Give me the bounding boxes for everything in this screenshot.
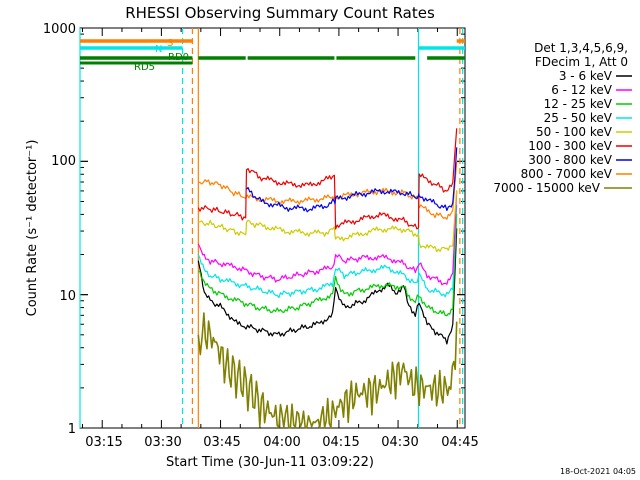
series-layer — [197, 128, 458, 429]
x-tick-label: 04:30 — [381, 435, 418, 450]
chart-title: RHESSI Observing Summary Count Rates — [125, 4, 435, 22]
legend-label: 800 - 7000 keV — [521, 167, 613, 181]
series-line — [198, 190, 458, 253]
flag-label-rd5: RD5 — [134, 62, 155, 73]
legend-header-line2: FDecim 1, Att 0 — [535, 55, 628, 69]
series-line — [246, 147, 458, 213]
x-axis-label: Start Time (30-Jun-11 03:09:22) — [166, 455, 374, 470]
series-line — [197, 191, 458, 286]
series-line — [197, 312, 458, 429]
series-line — [198, 213, 458, 317]
y-axis-label: Count Rate (s⁻¹ detector⁻¹) — [25, 140, 40, 317]
legend-label: 25 - 50 keV — [544, 111, 613, 125]
legend-label: 12 - 25 keV — [544, 97, 613, 111]
legend-header-line1: Det 1,3,4,5,6,9, — [534, 41, 628, 55]
flag-label-saa: S — [167, 38, 173, 49]
flag-bars — [80, 39, 465, 65]
y-tick-label: 10 — [59, 289, 76, 304]
x-tick-label: 04:00 — [263, 435, 300, 450]
series-line — [197, 204, 458, 299]
x-tick-label: 04:45 — [441, 435, 478, 450]
y-tick-label: 100 — [51, 154, 76, 169]
vertical-markers — [79, 28, 464, 428]
y-tick-label: 1 — [68, 422, 76, 437]
legend-label: 3 - 6 keV — [559, 69, 613, 83]
x-tick-label: 03:45 — [203, 435, 240, 450]
x-tick-label: 03:30 — [144, 435, 181, 450]
legend-label: 100 - 300 keV — [528, 139, 612, 153]
axis-ticks — [80, 27, 465, 429]
x-tick-label: 03:15 — [85, 435, 122, 450]
footer-timestamp: 18-Oct-2021 04:05 — [560, 467, 636, 476]
y-tick-label: 1000 — [43, 22, 76, 37]
legend-label: 50 - 100 keV — [536, 125, 613, 139]
legend-label: 7000 - 15000 keV — [493, 181, 600, 195]
x-tick-label: 04:15 — [322, 435, 359, 450]
legend-swatches — [604, 75, 632, 189]
series-line — [197, 228, 458, 345]
legend-label: 300 - 800 keV — [528, 153, 612, 167]
series-line — [197, 128, 458, 230]
legend-label: 6 - 12 keV — [551, 83, 613, 97]
